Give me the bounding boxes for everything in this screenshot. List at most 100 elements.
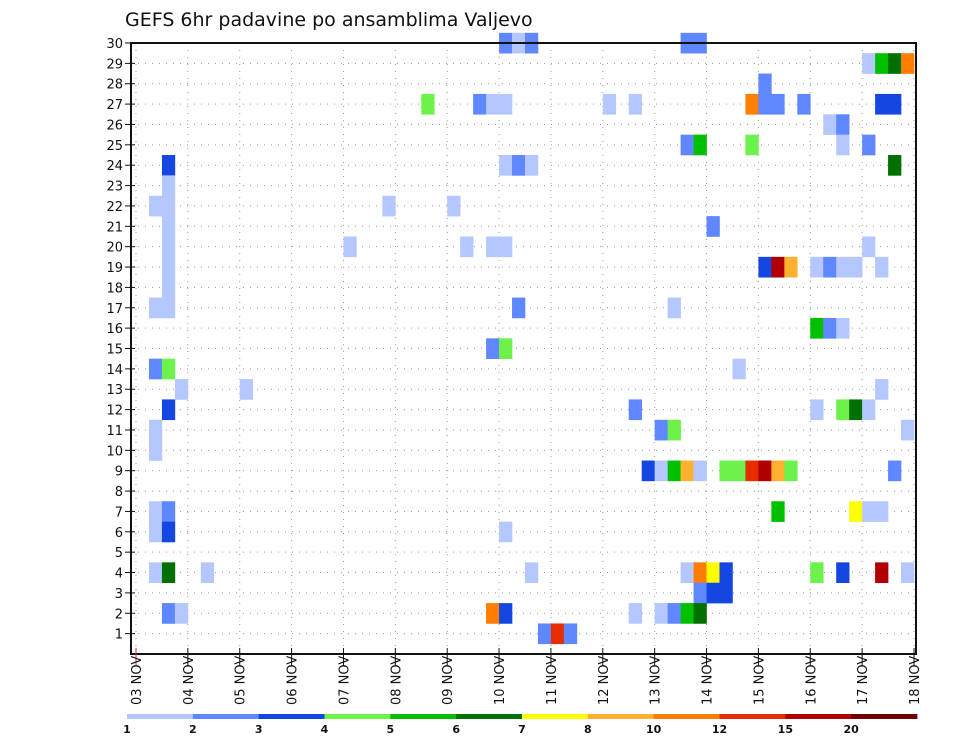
x-tick-label: 15 NOV bbox=[752, 656, 767, 705]
heatmap-cell bbox=[797, 93, 811, 115]
heatmap-cell bbox=[148, 501, 163, 522]
heatmap-cell bbox=[525, 155, 539, 176]
heatmap-cell bbox=[758, 73, 772, 95]
heatmap-cell bbox=[849, 501, 863, 522]
heatmap-cell bbox=[239, 379, 253, 400]
y-tick-label: 12 bbox=[106, 404, 123, 419]
heatmap-cell bbox=[499, 155, 513, 176]
y-tick-label: 18 bbox=[106, 281, 123, 296]
colorbar-swatch bbox=[719, 714, 786, 719]
heatmap-cell bbox=[771, 460, 785, 482]
heatmap-cell bbox=[849, 256, 863, 278]
colorbar-label: 4 bbox=[321, 723, 329, 736]
heatmap-cell bbox=[499, 93, 513, 115]
heatmap-cell bbox=[161, 236, 176, 258]
heatmap-cell bbox=[836, 134, 850, 156]
heatmap-cell bbox=[888, 460, 902, 482]
heatmap-cell bbox=[512, 155, 526, 176]
colorbar-swatch bbox=[851, 714, 918, 719]
heatmap-cell bbox=[758, 460, 772, 482]
heatmap-cell bbox=[706, 216, 720, 237]
heatmap-cell bbox=[499, 236, 513, 258]
colorbar-swatch bbox=[324, 714, 391, 719]
colorbar-label: 2 bbox=[189, 723, 197, 736]
heatmap-cell bbox=[758, 256, 772, 278]
heatmap-cell bbox=[486, 236, 500, 258]
y-tick-label: 3 bbox=[115, 587, 123, 602]
heatmap-cell bbox=[836, 317, 850, 339]
y-tick-label: 21 bbox=[106, 220, 123, 235]
y-tick-label: 14 bbox=[106, 363, 123, 378]
heatmap-cell bbox=[719, 460, 733, 482]
colorbar-swatch bbox=[522, 714, 589, 719]
heatmap-cell bbox=[836, 562, 850, 584]
heatmap-cell bbox=[706, 562, 720, 584]
heatmap-cell bbox=[550, 623, 565, 645]
heatmap-cell bbox=[680, 460, 694, 482]
x-tick-label: 12 NOV bbox=[597, 656, 612, 705]
y-tick-label: 30 bbox=[106, 37, 123, 52]
heatmap-cell bbox=[161, 399, 176, 421]
heatmap-cell bbox=[719, 582, 733, 604]
heatmap-cell bbox=[693, 603, 707, 624]
heatmap-cell bbox=[823, 114, 837, 135]
heatmap-cell bbox=[732, 358, 746, 380]
heatmap-cell bbox=[161, 277, 176, 298]
heatmap-cell bbox=[862, 501, 876, 522]
heatmap-cell bbox=[667, 297, 681, 319]
x-tick-label: 03 NOV bbox=[130, 656, 145, 705]
heatmap-cell bbox=[667, 603, 681, 624]
y-tick-label: 15 bbox=[106, 343, 123, 358]
heatmap-cell bbox=[148, 562, 163, 584]
heatmap-cell bbox=[525, 562, 539, 584]
heatmap-cell bbox=[888, 93, 902, 115]
colorbar-swatch bbox=[456, 714, 523, 719]
heatmap-cell bbox=[563, 623, 578, 645]
y-tick-label: 10 bbox=[106, 444, 123, 459]
heatmap-cell bbox=[161, 297, 176, 319]
colorbar-label: 10 bbox=[646, 723, 662, 736]
heatmap-cell bbox=[810, 256, 824, 278]
heatmap-cell bbox=[343, 236, 357, 258]
heatmap-cell bbox=[836, 114, 850, 135]
grid-lines bbox=[131, 42, 916, 654]
heatmap-cell bbox=[693, 460, 707, 482]
y-tick-label: 16 bbox=[106, 322, 123, 337]
heatmap-cell bbox=[602, 93, 617, 115]
heatmap-cell bbox=[161, 358, 176, 380]
colorbar-label: 1 bbox=[123, 723, 131, 736]
y-tick-label: 7 bbox=[115, 505, 123, 520]
heatmap-cell bbox=[161, 195, 176, 217]
x-tick-label: 13 NOV bbox=[649, 656, 664, 705]
colorbar-swatch bbox=[587, 714, 655, 719]
heatmap-cell bbox=[901, 562, 915, 584]
heatmap-cell bbox=[901, 53, 915, 74]
heatmap-cell bbox=[537, 623, 552, 645]
colorbar-label: 7 bbox=[518, 723, 526, 736]
heatmap-cell bbox=[200, 562, 215, 584]
heatmap-cell bbox=[862, 399, 876, 421]
heatmap-cell bbox=[174, 603, 189, 624]
y-tick-label: 11 bbox=[106, 424, 123, 439]
colorbar-label: 6 bbox=[452, 723, 460, 736]
heatmap-cell bbox=[161, 603, 176, 624]
y-tick-label: 29 bbox=[106, 57, 123, 72]
y-tick-label: 1 bbox=[115, 628, 123, 643]
heatmap-cell bbox=[486, 338, 500, 359]
heatmap-cell bbox=[784, 460, 798, 482]
heatmap-cell bbox=[732, 460, 746, 482]
colorbar-label: 3 bbox=[255, 723, 263, 736]
heatmap-cell bbox=[758, 93, 772, 115]
y-tick-label: 4 bbox=[115, 567, 123, 582]
heatmap-cell bbox=[875, 562, 889, 584]
colorbar: 1 2 3 4 5 6 7 8 10 12 15 20 bbox=[123, 714, 918, 736]
heatmap-cell bbox=[693, 134, 707, 156]
heatmap-cell bbox=[888, 155, 902, 176]
heatmap-cell bbox=[486, 93, 500, 115]
heatmap-cell bbox=[836, 399, 850, 421]
y-tick-label: 2 bbox=[115, 607, 123, 622]
heatmap-cell bbox=[148, 358, 163, 380]
heatmap-cell bbox=[784, 256, 798, 278]
heatmap-cell bbox=[823, 317, 837, 339]
x-axis: 03 NOV 04 NOV 05 NOV 06 NOV 07 NOV 08 NOV 09 N… bbox=[130, 648, 923, 705]
